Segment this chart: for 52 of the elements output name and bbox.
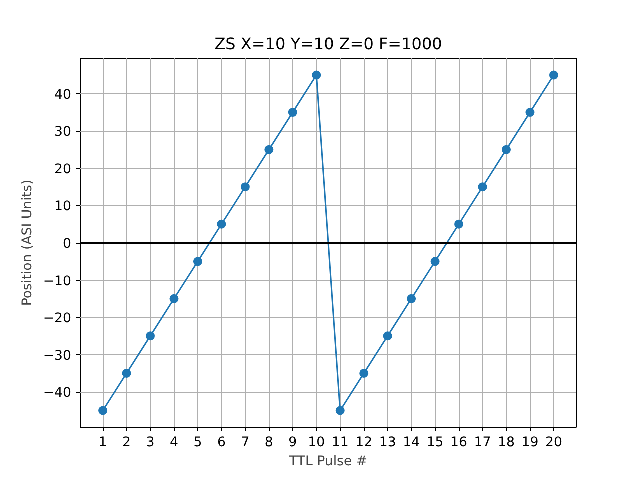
point [288,108,298,118]
x-tick-label: 11 [332,436,349,450]
x-tick-label: 4 [170,436,178,450]
chart-title: ZS X=10 Y=10 Z=0 F=1000 [214,34,442,54]
point [312,70,322,80]
x-tick-label: 19 [522,436,539,450]
x-tick-label: 15 [426,436,444,450]
point [407,294,416,304]
x-tick-label: 5 [194,436,202,450]
x-tick-label: 20 [545,436,562,450]
x-tick-label: 3 [146,436,155,450]
y-tick-label: −20 [43,312,72,327]
y-tick-label: 30 [54,125,72,140]
x-tick-label: 9 [288,436,298,450]
y-axis-title: Position (ASI Units) [20,180,36,306]
point [549,70,558,80]
y-tick-label: −10 [43,274,72,290]
y-tick-label: −30 [43,348,72,364]
y-tick-label: 40 [54,88,72,103]
x-tick-label: 17 [474,436,492,450]
y-tick-label: 10 [54,200,72,215]
point [336,406,345,416]
x-tick-label: 1 [98,436,108,450]
point [264,145,274,154]
x-tick-label: 14 [403,436,420,450]
point [146,332,156,341]
point [430,257,440,266]
x-tick-label: 13 [379,436,396,450]
point [193,257,202,266]
x-tick-label: 18 [498,436,515,450]
point [502,145,511,154]
point [454,220,464,229]
point [360,368,369,378]
y-tick-label: −40 [43,386,72,402]
point [526,108,535,118]
y-tick-label: 20 [54,162,72,178]
x-tick-label: 16 [450,436,468,450]
point [170,294,179,304]
x-axis-title: TTL Pulse # [288,454,368,470]
x-tick-label: 6 [217,436,226,450]
x-tick-label: 7 [241,436,250,450]
point [98,406,108,416]
x-tick-label: 12 [356,436,373,450]
point [383,332,392,341]
point [240,182,250,192]
x-tick-label: 8 [264,436,274,450]
x-tick-label: 10 [308,436,326,450]
point [478,182,488,192]
point [122,368,132,378]
point [217,220,226,229]
y-tick-label: 0 [63,237,72,252]
x-tick-label: 2 [122,436,132,450]
